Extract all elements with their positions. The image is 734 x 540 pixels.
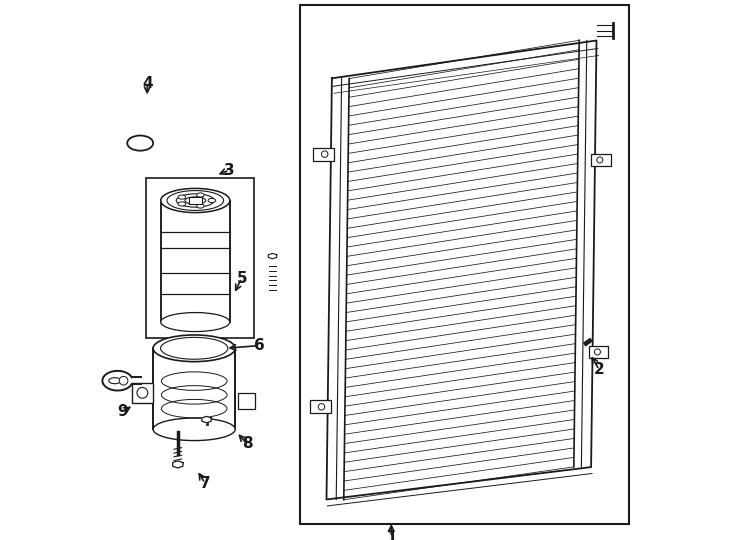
Circle shape: [319, 403, 324, 410]
Circle shape: [595, 349, 600, 355]
Bar: [591, 154, 611, 166]
Text: 2: 2: [594, 362, 605, 377]
Bar: [189, 197, 202, 204]
Ellipse shape: [178, 195, 186, 199]
Ellipse shape: [197, 204, 204, 208]
Bar: [131, 383, 153, 403]
Ellipse shape: [153, 335, 235, 362]
Circle shape: [137, 388, 148, 399]
Text: 3: 3: [224, 163, 235, 178]
Text: 7: 7: [200, 476, 211, 491]
Text: 1: 1: [386, 530, 396, 540]
Text: 4: 4: [142, 76, 153, 91]
Circle shape: [119, 376, 128, 385]
Ellipse shape: [178, 202, 186, 206]
Bar: [238, 393, 255, 409]
Bar: [153, 348, 235, 429]
Bar: [589, 346, 608, 358]
Polygon shape: [172, 461, 183, 468]
Bar: [313, 147, 334, 160]
Bar: [310, 400, 331, 413]
Circle shape: [597, 157, 603, 163]
Text: 9: 9: [117, 404, 128, 419]
Polygon shape: [269, 253, 277, 259]
Bar: [161, 200, 230, 322]
Ellipse shape: [153, 418, 235, 441]
Ellipse shape: [197, 193, 204, 197]
Polygon shape: [202, 416, 211, 423]
Circle shape: [321, 151, 328, 157]
Text: 8: 8: [241, 436, 252, 451]
Bar: [145, 178, 254, 338]
Text: 6: 6: [254, 338, 264, 353]
Bar: [299, 5, 629, 524]
Ellipse shape: [127, 136, 153, 151]
Text: 5: 5: [236, 271, 247, 286]
Ellipse shape: [161, 188, 230, 213]
Ellipse shape: [161, 313, 230, 332]
Ellipse shape: [208, 198, 216, 202]
